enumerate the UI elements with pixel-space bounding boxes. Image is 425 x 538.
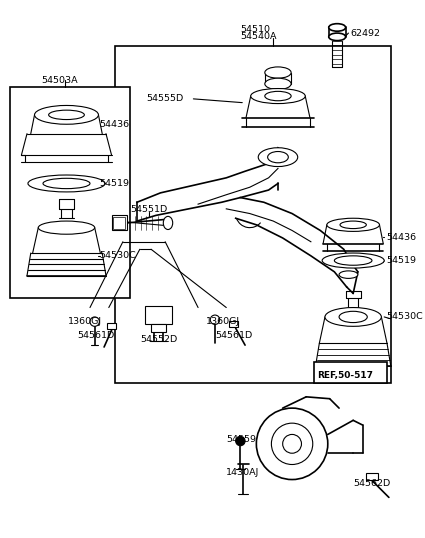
Bar bbox=[366, 473, 377, 480]
Bar bbox=[10, 87, 130, 298]
Ellipse shape bbox=[325, 308, 381, 327]
Bar bbox=[112, 215, 127, 230]
Bar bbox=[229, 321, 238, 327]
Ellipse shape bbox=[339, 312, 367, 323]
Bar bbox=[113, 217, 125, 229]
Ellipse shape bbox=[258, 148, 298, 167]
Text: 54436: 54436 bbox=[386, 232, 416, 242]
Circle shape bbox=[256, 408, 328, 479]
Bar bbox=[314, 362, 387, 383]
Text: 54561D: 54561D bbox=[215, 331, 252, 340]
Ellipse shape bbox=[329, 33, 346, 40]
Circle shape bbox=[283, 434, 301, 453]
Bar bbox=[115, 46, 391, 383]
Text: 54519: 54519 bbox=[386, 256, 416, 265]
Bar bbox=[151, 324, 166, 332]
Text: 54551D: 54551D bbox=[130, 206, 167, 214]
Text: 1360GJ: 1360GJ bbox=[68, 317, 102, 326]
Text: 54540A: 54540A bbox=[241, 32, 277, 41]
Text: 54519: 54519 bbox=[99, 179, 129, 188]
Ellipse shape bbox=[28, 175, 105, 192]
Text: 54555D: 54555D bbox=[146, 94, 184, 103]
Ellipse shape bbox=[339, 271, 358, 278]
Ellipse shape bbox=[329, 24, 346, 31]
Ellipse shape bbox=[265, 67, 291, 78]
Circle shape bbox=[210, 315, 220, 324]
Text: 54503A: 54503A bbox=[41, 75, 78, 84]
Text: 54436: 54436 bbox=[99, 120, 130, 129]
Text: 54562D: 54562D bbox=[353, 479, 391, 488]
Text: 54530C: 54530C bbox=[386, 313, 423, 321]
Text: 54561D: 54561D bbox=[78, 331, 115, 340]
Ellipse shape bbox=[265, 91, 291, 101]
Ellipse shape bbox=[268, 152, 288, 163]
Circle shape bbox=[272, 423, 313, 464]
Text: REF,50-517: REF,50-517 bbox=[317, 371, 374, 380]
Text: 54510: 54510 bbox=[241, 25, 270, 34]
Ellipse shape bbox=[38, 221, 95, 234]
Ellipse shape bbox=[43, 178, 90, 189]
Text: 1430AJ: 1430AJ bbox=[226, 469, 260, 477]
Text: 1360GJ: 1360GJ bbox=[206, 317, 240, 326]
Ellipse shape bbox=[334, 256, 372, 265]
Bar bbox=[107, 323, 116, 329]
Ellipse shape bbox=[327, 218, 380, 231]
Bar bbox=[145, 306, 172, 324]
Circle shape bbox=[90, 317, 99, 327]
Text: 54552D: 54552D bbox=[140, 335, 177, 344]
Circle shape bbox=[236, 436, 245, 445]
Text: 54559: 54559 bbox=[226, 435, 256, 444]
Ellipse shape bbox=[322, 253, 384, 268]
Ellipse shape bbox=[340, 221, 366, 229]
Ellipse shape bbox=[251, 89, 305, 104]
Ellipse shape bbox=[265, 78, 291, 89]
Ellipse shape bbox=[34, 105, 99, 124]
Text: 62492: 62492 bbox=[350, 29, 380, 38]
Ellipse shape bbox=[163, 216, 173, 230]
Text: 54530C: 54530C bbox=[99, 251, 136, 260]
Ellipse shape bbox=[48, 110, 84, 119]
